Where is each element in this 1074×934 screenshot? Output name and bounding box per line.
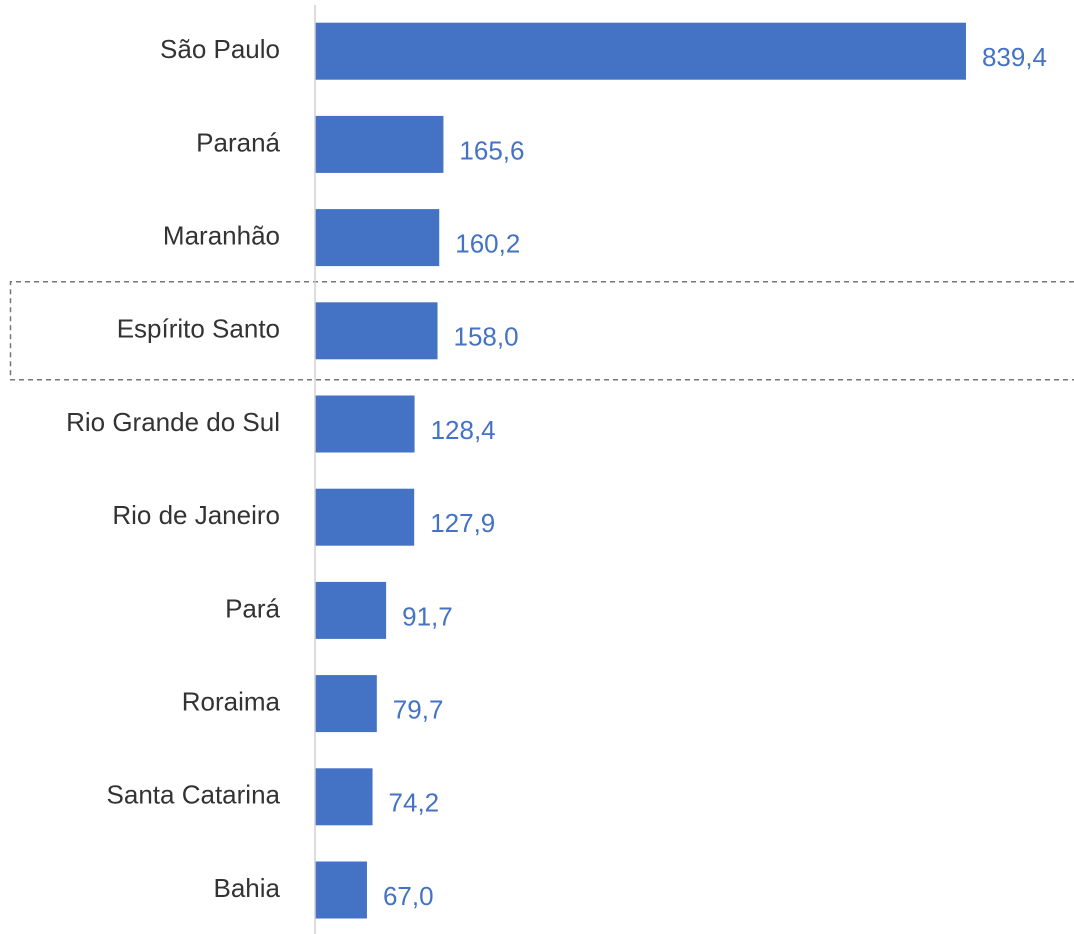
y-tick-label: Rio de Janeiro <box>112 500 280 530</box>
data-label: 165,6 <box>459 135 524 165</box>
bar <box>315 488 415 546</box>
y-tick-label: Roraima <box>182 686 281 716</box>
y-tick-label: Bahia <box>214 873 281 903</box>
data-label: 839,4 <box>982 42 1047 72</box>
bar <box>315 768 373 826</box>
data-label: 158,0 <box>454 322 519 352</box>
y-tick-label: São Paulo <box>160 34 280 64</box>
bar <box>315 209 440 267</box>
y-tick-label: Santa Catarina <box>107 780 281 810</box>
bar <box>315 581 387 639</box>
highlight-box <box>9 281 1074 381</box>
data-label: 79,7 <box>393 694 444 724</box>
data-label: 127,9 <box>430 508 495 538</box>
bar <box>315 115 444 173</box>
y-tick-label: Paraná <box>196 127 280 157</box>
y-tick-label: Espírito Santo <box>117 314 280 344</box>
data-label: 160,2 <box>455 228 520 258</box>
bar <box>315 22 966 80</box>
data-label: 74,2 <box>389 788 440 818</box>
data-label: 91,7 <box>402 601 453 631</box>
bar <box>315 302 438 360</box>
y-tick-label: Rio Grande do Sul <box>66 407 280 437</box>
bar <box>315 675 377 733</box>
data-label: 128,4 <box>431 415 496 445</box>
bar <box>315 861 367 919</box>
bar <box>315 395 415 453</box>
data-label: 67,0 <box>383 881 434 911</box>
y-tick-label: Maranhão <box>163 220 280 250</box>
y-tick-label: Pará <box>225 593 280 623</box>
